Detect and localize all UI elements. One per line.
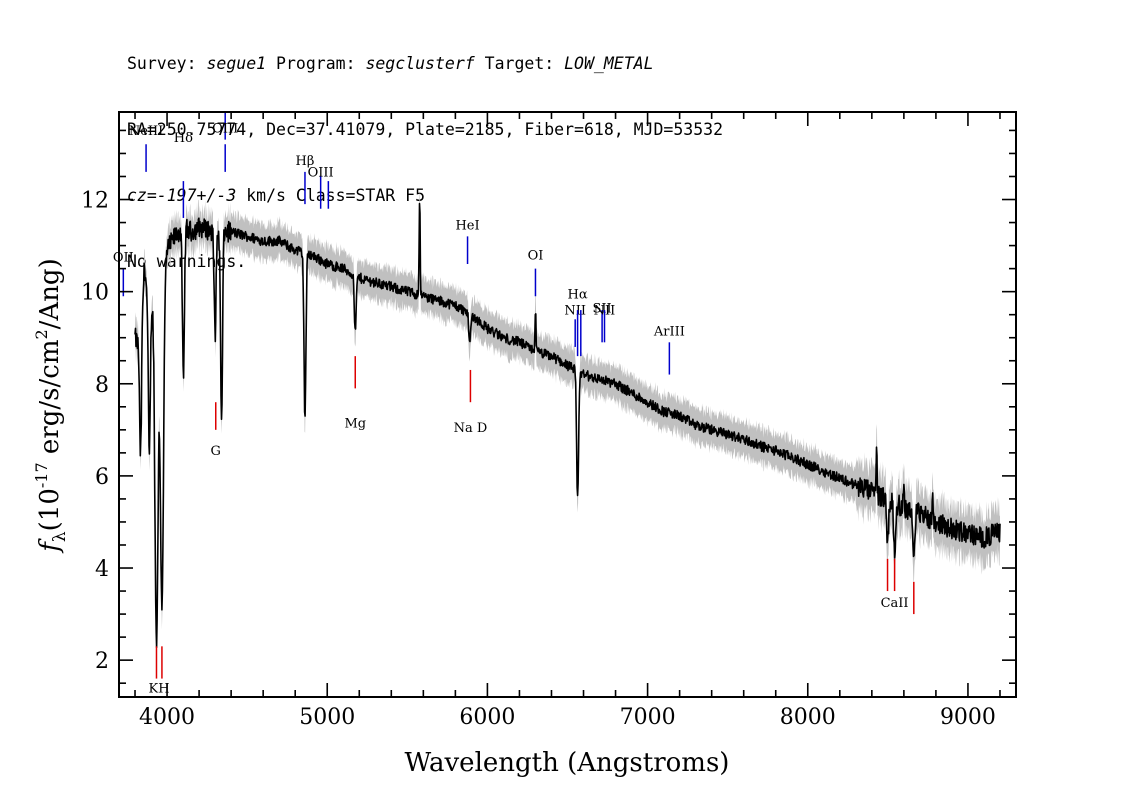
header-survey-segment: Target: [474, 54, 565, 73]
absorption-line-label: CaII [881, 596, 909, 611]
error-band [135, 189, 1000, 662]
header-survey-segment: Program: [266, 54, 366, 73]
emission-line-label: OIII [308, 165, 334, 180]
y-tick-label: 4 [95, 557, 109, 582]
x-tick-label: 7000 [620, 705, 676, 730]
y-axis-label-sup2: 2 [32, 329, 51, 339]
y-axis-label-subscript: λ [50, 531, 70, 542]
emission-line-label: NII [594, 304, 616, 319]
y-axis-label-end: /Ang) [35, 258, 65, 329]
y-tick-label: 8 [95, 373, 109, 398]
axes-layer: 4000 5000 6000 7000 8000 9000 2 4 6 8 10 12 [81, 111, 1017, 730]
flux-layer [134, 202, 1001, 649]
plot-frame [118, 111, 1017, 698]
y-axis-label: fλ(10-17 erg/s/cm2/Ang) [32, 258, 70, 553]
emission-line-label: Hδ [174, 131, 193, 146]
x-axis-label: Wavelength (Angstroms) [405, 748, 730, 778]
absorption-line-label: Mg [344, 417, 366, 432]
y-tick-label: 10 [81, 281, 109, 306]
emission-line-label: NII [564, 304, 586, 319]
x-tick-label: 4000 [139, 705, 195, 730]
emission-line-label: OII [113, 251, 134, 266]
emission-line-label: NeIII [129, 124, 163, 139]
y-tick-label: 12 [81, 189, 109, 214]
absorption-line-label: G [211, 444, 221, 459]
x-tick-label: 6000 [459, 705, 515, 730]
error-band-layer [135, 189, 1000, 662]
y-tick-label: 6 [95, 465, 109, 490]
header-line-survey: Survey: segue1 Program: segclusterf Targ… [127, 53, 723, 75]
y-axis-label-rest: erg/s/cm [35, 340, 65, 463]
header-redshift-segment: cz=-197+/-3 [127, 186, 237, 205]
emission-line-label: HeI [455, 218, 479, 233]
absorption-line-label: Na D [454, 421, 488, 436]
y-axis-label-main: (10 [35, 488, 65, 531]
emission-line-label: ArIII [653, 324, 685, 339]
y-tick-label: 2 [95, 649, 109, 674]
flux-series-line [134, 202, 1001, 649]
header-line-coordinates: RA=250.75774, Dec=37.41079, Plate=2185, … [127, 120, 724, 139]
header-survey-segment: segue1 [206, 54, 267, 73]
header-survey-segment: segclusterf [365, 54, 475, 73]
y-axis-label-sup: -17 [32, 462, 51, 488]
emission-line-label: OIII [212, 122, 238, 137]
emission-line-label: OI [528, 248, 544, 263]
absorption-line-label: KH [149, 681, 170, 696]
emission-line-label: Hα [568, 288, 588, 303]
header-survey-segment: LOW_METAL [564, 54, 654, 73]
emission-line-label: Hβ [296, 154, 315, 169]
header-survey-segment: Survey: [127, 54, 207, 73]
x-tick-label: 9000 [940, 705, 996, 730]
emission-line-label: SII [593, 301, 612, 316]
x-tick-label: 8000 [780, 705, 836, 730]
x-tick-label: 5000 [299, 705, 355, 730]
